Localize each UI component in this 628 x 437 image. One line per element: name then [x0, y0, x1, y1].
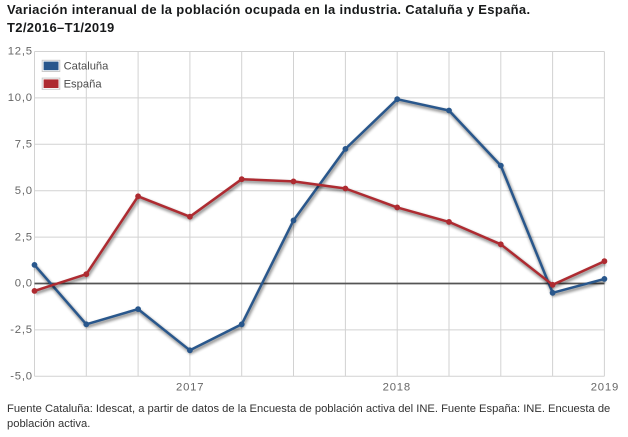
- svg-text:Cataluña: Cataluña: [64, 61, 110, 73]
- svg-text:-5,0: -5,0: [10, 371, 33, 383]
- svg-text:0,0: 0,0: [15, 278, 33, 290]
- svg-text:2019: 2019: [591, 382, 619, 394]
- svg-text:España: España: [64, 78, 103, 90]
- svg-text:12,5: 12,5: [8, 46, 33, 58]
- svg-text:-2,5: -2,5: [10, 324, 33, 336]
- svg-text:5,0: 5,0: [15, 185, 33, 197]
- svg-text:2017: 2017: [176, 382, 204, 394]
- svg-text:2,5: 2,5: [15, 231, 33, 243]
- svg-text:10,0: 10,0: [8, 92, 33, 104]
- svg-text:7,5: 7,5: [15, 139, 33, 151]
- svg-text:2018: 2018: [383, 382, 411, 394]
